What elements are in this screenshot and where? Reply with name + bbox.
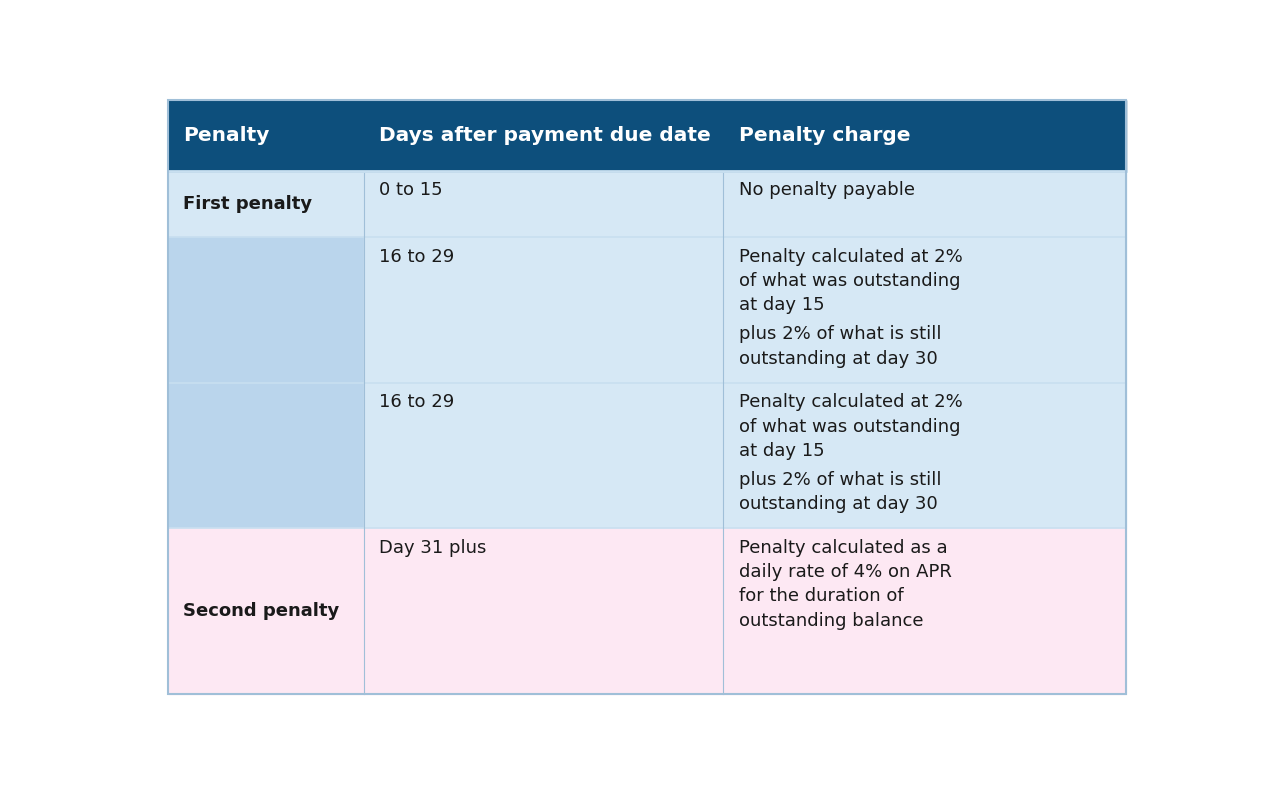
Text: plus 2% of what is still
outstanding at day 30: plus 2% of what is still outstanding at … — [738, 471, 941, 513]
Bar — [168, 382, 363, 528]
Text: Penalty charge: Penalty charge — [738, 126, 910, 145]
Text: Penalty: Penalty — [183, 126, 269, 145]
Text: 16 to 29: 16 to 29 — [380, 394, 454, 412]
Bar — [168, 528, 363, 694]
Text: Second penalty: Second penalty — [183, 602, 339, 620]
Bar — [363, 237, 1126, 382]
Text: Day 31 plus: Day 31 plus — [380, 539, 487, 556]
Bar — [168, 237, 363, 382]
Bar — [363, 382, 1126, 528]
Text: 0 to 15: 0 to 15 — [380, 181, 443, 199]
Text: First penalty: First penalty — [183, 195, 312, 212]
Text: 16 to 29: 16 to 29 — [380, 248, 454, 266]
Bar — [363, 528, 1126, 694]
Text: Penalty calculated at 2%
of what was outstanding
at day 15: Penalty calculated at 2% of what was out… — [738, 394, 963, 460]
Text: No penalty payable: No penalty payable — [738, 181, 915, 199]
Text: Penalty calculated at 2%
of what was outstanding
at day 15: Penalty calculated at 2% of what was out… — [738, 248, 963, 314]
Bar — [168, 101, 1126, 171]
Bar — [168, 171, 363, 237]
Text: plus 2% of what is still
outstanding at day 30: plus 2% of what is still outstanding at … — [738, 325, 941, 368]
Text: Days after payment due date: Days after payment due date — [380, 126, 711, 145]
Bar — [363, 171, 1126, 237]
Text: Penalty calculated as a
daily rate of 4% on APR
for the duration of
outstanding : Penalty calculated as a daily rate of 4%… — [738, 539, 952, 630]
